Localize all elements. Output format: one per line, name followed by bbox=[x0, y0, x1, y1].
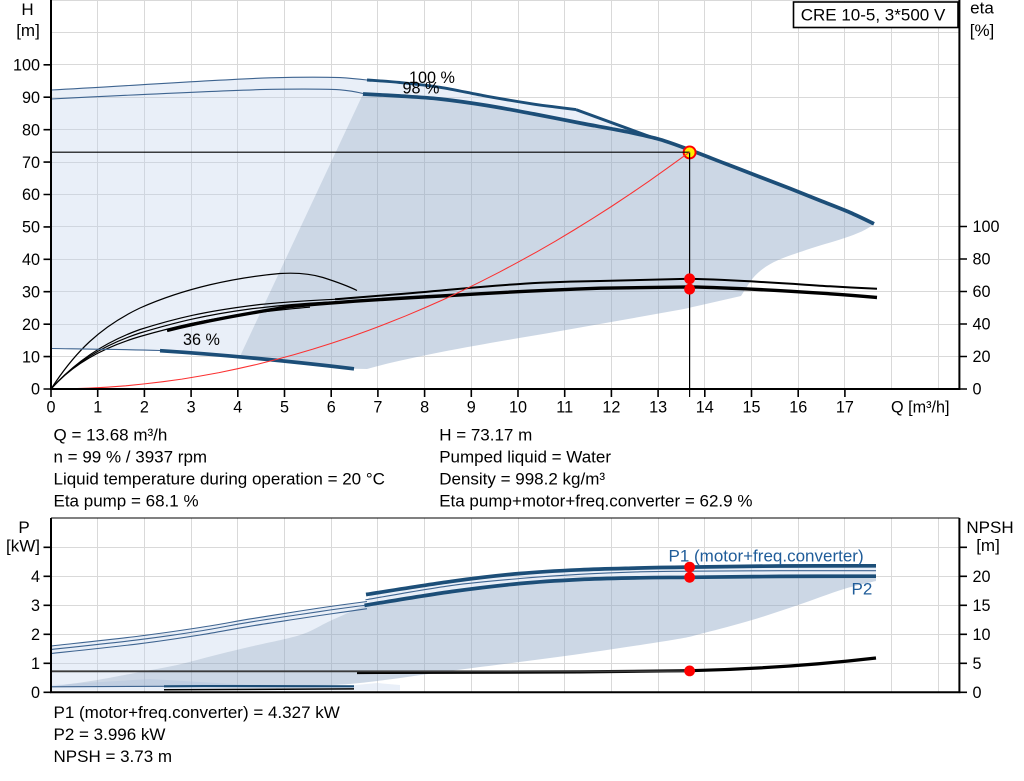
svg-text:[kW]: [kW] bbox=[6, 537, 40, 556]
svg-text:100: 100 bbox=[973, 218, 1000, 236]
svg-text:5: 5 bbox=[973, 655, 982, 673]
svg-text:[m]: [m] bbox=[976, 536, 1000, 555]
svg-text:9: 9 bbox=[467, 398, 476, 416]
svg-text:Pumped liquid = Water: Pumped liquid = Water bbox=[439, 447, 611, 466]
svg-text:2: 2 bbox=[31, 626, 40, 644]
svg-text:100: 100 bbox=[13, 57, 40, 75]
svg-text:8: 8 bbox=[420, 398, 429, 416]
svg-text:[m]: [m] bbox=[16, 21, 40, 40]
svg-text:80: 80 bbox=[22, 121, 40, 139]
svg-text:17: 17 bbox=[836, 398, 854, 416]
svg-text:60: 60 bbox=[22, 186, 40, 204]
svg-text:H: H bbox=[21, 0, 33, 19]
svg-text:7: 7 bbox=[373, 398, 382, 416]
svg-text:n = 99 % / 3937 rpm: n = 99 % / 3937 rpm bbox=[54, 447, 208, 466]
svg-text:NPSH = 3.73 m: NPSH = 3.73 m bbox=[54, 747, 173, 766]
svg-text:90: 90 bbox=[22, 89, 40, 107]
svg-text:5: 5 bbox=[280, 398, 289, 416]
svg-text:0: 0 bbox=[46, 398, 55, 416]
svg-text:1: 1 bbox=[93, 398, 102, 416]
svg-text:0: 0 bbox=[31, 381, 40, 399]
svg-text:16: 16 bbox=[789, 398, 807, 416]
svg-text:50: 50 bbox=[22, 219, 40, 237]
svg-text:40: 40 bbox=[973, 316, 991, 334]
svg-text:P2: P2 bbox=[852, 579, 873, 598]
svg-text:CRE 10-5, 3*500 V: CRE 10-5, 3*500 V bbox=[801, 6, 946, 25]
svg-text:70: 70 bbox=[22, 154, 40, 172]
svg-text:Liquid temperature during oper: Liquid temperature during operation = 20… bbox=[54, 470, 385, 489]
svg-text:40: 40 bbox=[22, 251, 40, 269]
svg-text:1: 1 bbox=[31, 655, 40, 673]
svg-text:0: 0 bbox=[973, 684, 982, 702]
svg-text:20: 20 bbox=[973, 568, 991, 586]
svg-text:Q = 13.68 m³/h: Q = 13.68 m³/h bbox=[54, 425, 168, 444]
svg-text:10: 10 bbox=[509, 398, 527, 416]
svg-text:4: 4 bbox=[233, 398, 242, 416]
svg-text:60: 60 bbox=[973, 283, 991, 301]
svg-text:0: 0 bbox=[973, 381, 982, 399]
svg-text:30: 30 bbox=[22, 283, 40, 301]
svg-text:0: 0 bbox=[31, 684, 40, 702]
svg-text:10: 10 bbox=[22, 348, 40, 366]
svg-text:NPSH: NPSH bbox=[966, 518, 1013, 537]
svg-text:Eta pump = 68.1 %: Eta pump = 68.1 % bbox=[54, 492, 199, 511]
svg-text:20: 20 bbox=[22, 316, 40, 334]
svg-text:6: 6 bbox=[327, 398, 336, 416]
svg-text:14: 14 bbox=[696, 398, 714, 416]
svg-text:P1 (motor+freq.converter): P1 (motor+freq.converter) bbox=[669, 546, 864, 565]
svg-text:10: 10 bbox=[973, 626, 991, 644]
svg-text:eta: eta bbox=[970, 0, 994, 18]
svg-text:P2 = 3.996 kW: P2 = 3.996 kW bbox=[54, 725, 166, 744]
svg-text:Density = 998.2 kg/m³: Density = 998.2 kg/m³ bbox=[439, 470, 605, 489]
svg-text:[%]: [%] bbox=[970, 21, 995, 40]
svg-text:H = 73.17 m: H = 73.17 m bbox=[439, 425, 532, 444]
svg-text:11: 11 bbox=[556, 398, 573, 416]
svg-text:P1 (motor+freq.converter) = 4.: P1 (motor+freq.converter) = 4.327 kW bbox=[54, 703, 340, 722]
svg-text:13: 13 bbox=[649, 398, 667, 416]
svg-text:4: 4 bbox=[31, 568, 40, 586]
svg-text:20: 20 bbox=[973, 348, 991, 366]
svg-text:Eta pump+motor+freq.converter: Eta pump+motor+freq.converter = 62.9 % bbox=[439, 492, 752, 511]
svg-text:15: 15 bbox=[973, 597, 991, 615]
svg-text:P: P bbox=[18, 518, 29, 537]
svg-text:Q [m³/h]: Q [m³/h] bbox=[891, 398, 949, 416]
svg-text:100 %: 100 % bbox=[409, 69, 455, 87]
svg-text:98 %: 98 % bbox=[403, 80, 440, 98]
svg-text:3: 3 bbox=[187, 398, 196, 416]
svg-text:3: 3 bbox=[31, 597, 40, 615]
svg-text:80: 80 bbox=[973, 251, 991, 269]
svg-text:2: 2 bbox=[140, 398, 149, 416]
svg-text:15: 15 bbox=[742, 398, 760, 416]
svg-text:36 %: 36 % bbox=[183, 331, 220, 349]
svg-text:12: 12 bbox=[602, 398, 620, 416]
